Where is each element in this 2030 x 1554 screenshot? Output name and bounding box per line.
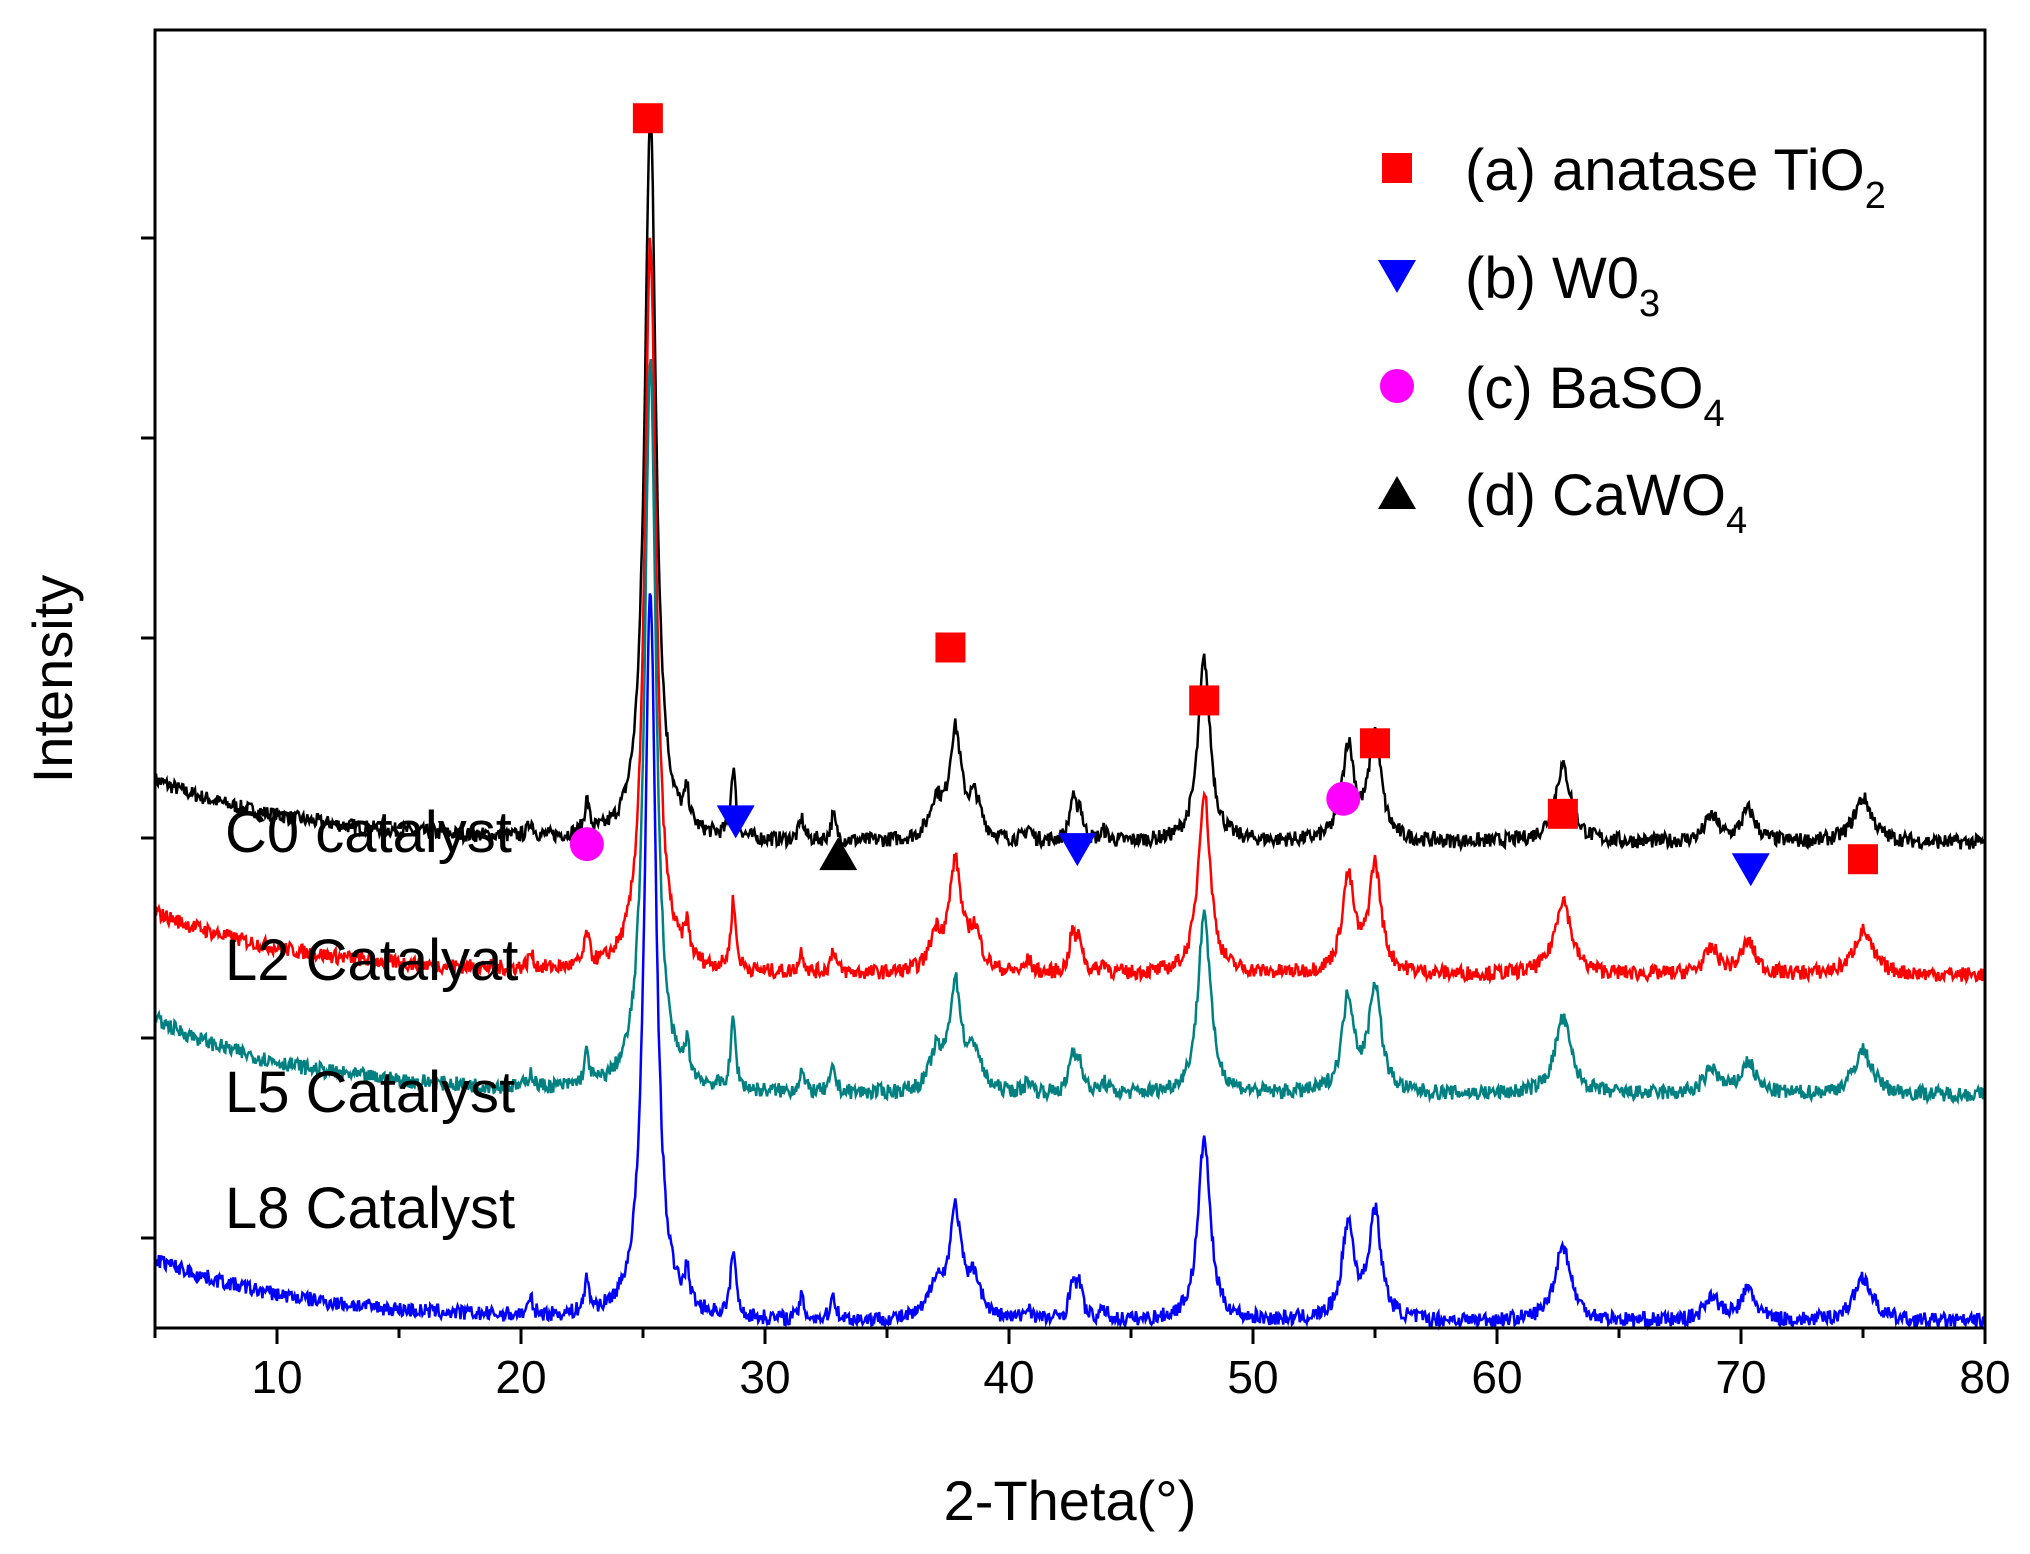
legend-marker-baso4 — [1380, 369, 1414, 403]
x-tick-label-10: 10 — [251, 1351, 302, 1403]
legend-marker-wo3 — [1378, 260, 1416, 293]
x-tick-label-80: 80 — [1959, 1351, 2010, 1403]
series-line-3 — [153, 593, 1986, 1331]
series-label-1: L2 Catalyat — [225, 928, 518, 993]
series-line-2 — [153, 358, 1986, 1106]
x-tick-label-20: 20 — [495, 1351, 546, 1403]
tick-layer: 10 20 30 40 50 60 70 80 — [141, 236, 2011, 1403]
marker-layer — [569, 103, 1878, 887]
series-line-0 — [153, 115, 1986, 853]
x-tick-label-60: 60 — [1471, 1351, 1522, 1403]
marker-wo3-8 — [1731, 853, 1770, 887]
legend-label-wo3: (b) W03 — [1465, 246, 1660, 325]
x-axis-title: 2-Theta(°) — [944, 1469, 1197, 1532]
marker-anatase-1 — [935, 632, 966, 663]
marker-anatase-4 — [1547, 798, 1578, 829]
x-tick-label-70: 70 — [1715, 1351, 1766, 1403]
series-label-0: C0 catalyst — [225, 800, 512, 865]
legend-label-cawo4: (d) CaWO4 — [1465, 463, 1747, 542]
x-tick-label-40: 40 — [983, 1351, 1034, 1403]
legend-marker-anatase — [1382, 153, 1412, 183]
marker-anatase-3 — [1360, 728, 1390, 759]
y-axis-title: Intensity — [21, 575, 84, 784]
marker-wo3-6 — [716, 805, 755, 839]
legend: (a) anatase TiO2 (b) W03 (c) BaSO4 (d) CaWO… — [1378, 138, 1886, 542]
series-layer — [153, 115, 1986, 1331]
plot-frame — [153, 28, 1987, 1330]
marker-baso4-10 — [1326, 781, 1361, 816]
x-tick-label-30: 30 — [739, 1351, 790, 1403]
marker-cawo4-11 — [819, 837, 858, 871]
x-tick-label-50: 50 — [1227, 1351, 1278, 1403]
marker-anatase-0 — [632, 103, 663, 134]
label-layer: C0 catalyst L2 Catalyat L5 Catalyst L8 Cata… — [225, 800, 518, 1241]
marker-anatase-5 — [1848, 844, 1878, 875]
legend-label-anatase: (a) anatase TiO2 — [1465, 138, 1886, 217]
series-label-2: L5 Catalyst — [225, 1060, 515, 1125]
series-label-3: L8 Catalyst — [225, 1176, 515, 1241]
legend-marker-cawo4 — [1378, 476, 1416, 509]
marker-wo3-7 — [1058, 833, 1097, 867]
marker-anatase-2 — [1189, 685, 1220, 716]
series-line-1 — [153, 237, 1986, 986]
legend-label-baso4: (c) BaSO4 — [1465, 356, 1725, 435]
marker-baso4-9 — [569, 827, 604, 862]
